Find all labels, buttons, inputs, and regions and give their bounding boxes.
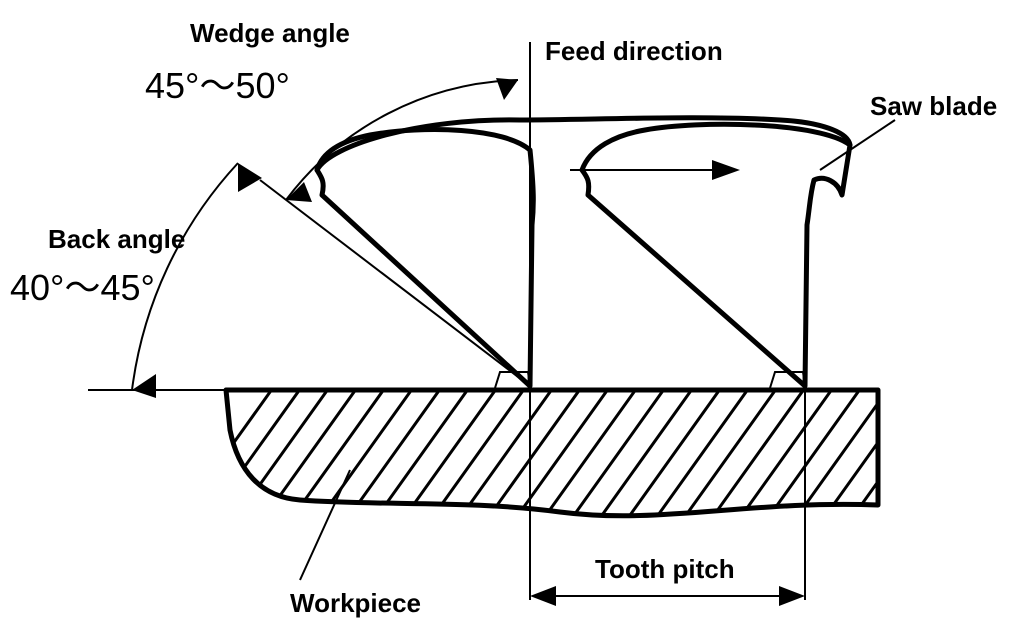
wedge-angle-value: 45°～50° bbox=[145, 65, 290, 106]
saw-blade-label: Saw blade bbox=[870, 91, 997, 121]
back-angle-title: Back angle bbox=[48, 224, 185, 254]
feed-direction-label: Feed direction bbox=[545, 36, 723, 66]
tooth-pitch-label: Tooth pitch bbox=[595, 554, 735, 584]
workpiece-label: Workpiece bbox=[290, 588, 421, 618]
wedge-angle-title: Wedge angle bbox=[190, 18, 350, 48]
back-angle-value: 40°～45° bbox=[10, 267, 155, 308]
